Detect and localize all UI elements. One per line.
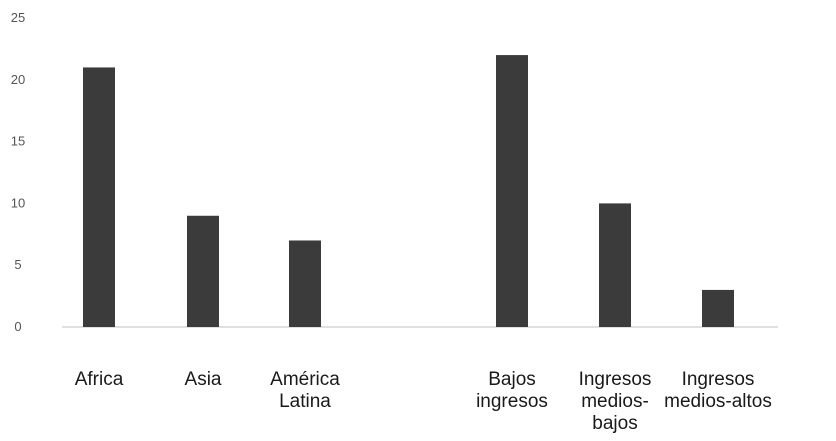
x-category-label: Ingresos medios-altos <box>664 369 772 412</box>
y-tick-label: 25 <box>11 10 25 25</box>
bar <box>599 203 631 327</box>
bars <box>83 55 734 328</box>
y-tick-label: 10 <box>11 195 25 210</box>
x-category-label: Africa <box>75 369 124 390</box>
x-axis-labels: Africa Asia América Latina Bajos ingresos Ingr… <box>75 369 772 434</box>
y-tick-label: 0 <box>14 319 21 334</box>
y-tick-label: 15 <box>11 134 25 149</box>
bar <box>187 215 219 327</box>
bar <box>83 67 115 327</box>
bar <box>289 240 321 327</box>
bar <box>496 55 528 328</box>
x-category-label: Ingresos medios-bajos <box>579 369 652 434</box>
x-category-label: América Latina <box>270 369 340 412</box>
y-axis-ticks: 0 5 10 15 20 25 <box>11 10 25 334</box>
y-tick-label: 20 <box>11 72 25 87</box>
bar <box>702 289 734 327</box>
y-tick-label: 5 <box>14 257 21 272</box>
x-category-label: Bajos ingresos <box>476 369 548 412</box>
x-category-label: Asia <box>185 369 222 390</box>
